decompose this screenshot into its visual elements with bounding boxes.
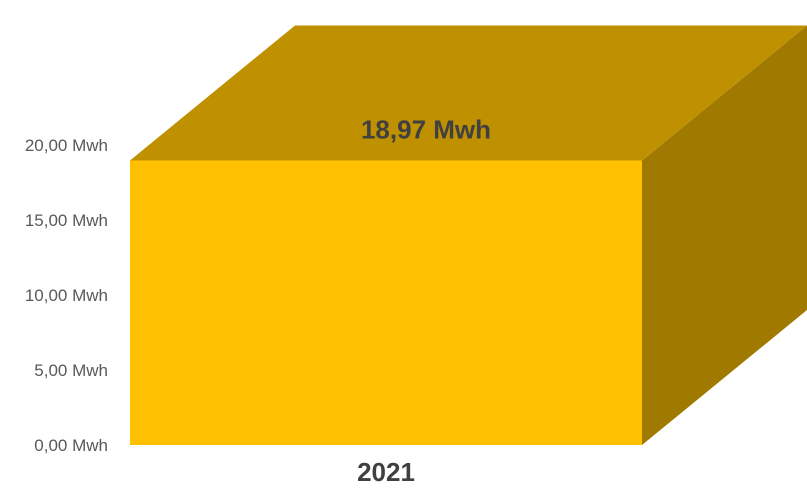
bar-top-face [130,25,807,161]
y-axis: 0,00 Mwh 5,00 Mwh 10,00 Mwh 15,00 Mwh 20,00 … [25,136,108,455]
x-category-label: 2021 [357,457,415,487]
y-tick-label: 0,00 Mwh [34,436,108,455]
bar [130,25,807,445]
y-tick-label: 10,00 Mwh [25,286,108,305]
y-tick-label: 20,00 Mwh [25,136,108,155]
x-axis: 2021 [357,457,415,487]
bars [130,25,807,445]
data-label: 18,97 Mwh [361,114,491,144]
data-labels: 18,97 Mwh [361,114,491,144]
y-tick-label: 5,00 Mwh [34,361,108,380]
y-tick-label: 15,00 Mwh [25,211,108,230]
bar-side-face [642,25,807,445]
bar-front-face [130,160,642,445]
